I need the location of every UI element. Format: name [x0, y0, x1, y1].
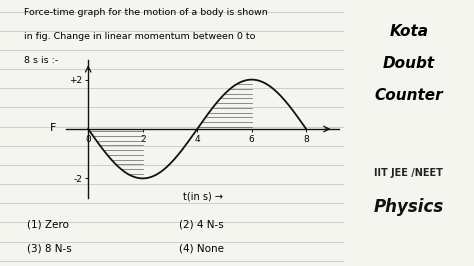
Text: (1) Zero: (1) Zero: [27, 219, 69, 230]
Text: IIT JEE /NEET: IIT JEE /NEET: [374, 168, 443, 178]
Text: (3) 8 N-s: (3) 8 N-s: [27, 243, 72, 253]
Text: Force-time graph for the motion of a body is shown: Force-time graph for the motion of a bod…: [24, 8, 268, 17]
Text: Kota: Kota: [389, 24, 428, 39]
Text: Doubt: Doubt: [383, 56, 435, 71]
Text: Physics: Physics: [374, 198, 444, 217]
Text: F: F: [50, 123, 56, 133]
Text: Counter: Counter: [374, 88, 443, 103]
Text: t(in s) →: t(in s) →: [182, 192, 223, 202]
Text: (2) 4 N-s: (2) 4 N-s: [179, 219, 223, 230]
Text: (4) None: (4) None: [179, 243, 224, 253]
Text: 8 s is :-: 8 s is :-: [24, 56, 58, 65]
Text: in fig. Change in linear momentum between 0 to: in fig. Change in linear momentum betwee…: [24, 32, 255, 41]
